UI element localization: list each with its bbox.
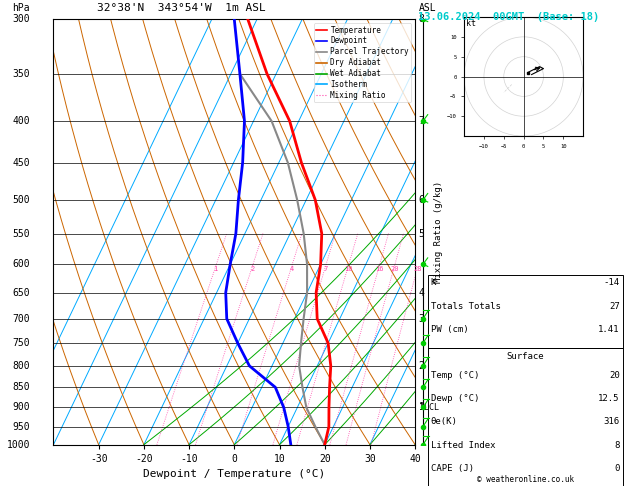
Text: 2: 2 [250,266,255,272]
Text: Mixing Ratio (g/kg): Mixing Ratio (g/kg) [434,181,443,283]
Text: 8: 8 [615,441,620,450]
Text: kt: kt [467,19,477,28]
Text: θe(K): θe(K) [431,417,458,427]
Text: 7: 7 [419,116,425,126]
Text: 316: 316 [604,417,620,427]
Text: 13.06.2024  00GMT  (Base: 18): 13.06.2024 00GMT (Base: 18) [418,12,599,22]
Text: Dewp (°C): Dewp (°C) [431,394,479,403]
Bar [428,348,623,486]
Text: 600: 600 [13,259,30,269]
Text: 1.41: 1.41 [598,325,620,334]
Text: 300: 300 [13,15,30,24]
Text: km
ASL: km ASL [419,0,437,13]
Text: Lifted Index: Lifted Index [431,441,495,450]
Text: 350: 350 [13,69,30,79]
Text: 20: 20 [390,266,399,272]
Text: 4: 4 [289,266,294,272]
Text: 2: 2 [419,361,425,371]
Text: 5: 5 [419,228,425,239]
Text: 8: 8 [419,15,425,24]
Text: 12.5: 12.5 [598,394,620,403]
Text: 1LCL: 1LCL [419,403,439,412]
Text: 850: 850 [13,382,30,392]
Text: 750: 750 [13,338,30,348]
Text: 6: 6 [419,195,425,205]
Text: 28: 28 [414,266,422,272]
Text: 0: 0 [615,464,620,473]
X-axis label: Dewpoint / Temperature (°C): Dewpoint / Temperature (°C) [143,469,325,479]
Text: Totals Totals: Totals Totals [431,302,501,311]
Text: 950: 950 [13,421,30,432]
Text: Surface: Surface [506,352,544,362]
Text: PW (cm): PW (cm) [431,325,469,334]
Legend: Temperature, Dewpoint, Parcel Trajectory, Dry Adiabat, Wet Adiabat, Isotherm, Mi: Temperature, Dewpoint, Parcel Trajectory… [314,23,411,102]
Text: 32°38'N  343°54'W  1m ASL: 32°38'N 343°54'W 1m ASL [97,3,265,13]
Text: 550: 550 [13,228,30,239]
Text: 1000: 1000 [6,440,30,450]
Text: 16: 16 [375,266,384,272]
Text: hPa: hPa [13,3,30,13]
Text: 20: 20 [609,371,620,380]
Text: 450: 450 [13,157,30,168]
Text: 7: 7 [323,266,328,272]
Text: 1: 1 [419,402,425,413]
Text: 500: 500 [13,195,30,205]
Text: 800: 800 [13,361,30,371]
Text: 400: 400 [13,116,30,126]
Text: 650: 650 [13,288,30,297]
Text: Temp (°C): Temp (°C) [431,371,479,380]
Text: 700: 700 [13,313,30,324]
Text: 900: 900 [13,402,30,413]
Text: 4: 4 [419,288,425,297]
Bar [428,275,623,348]
Text: K: K [431,278,436,288]
Text: 3: 3 [419,313,425,324]
Text: -14: -14 [604,278,620,288]
Text: © weatheronline.co.uk: © weatheronline.co.uk [477,474,574,484]
Text: CAPE (J): CAPE (J) [431,464,474,473]
Text: 1: 1 [214,266,218,272]
Text: 10: 10 [344,266,352,272]
Text: 27: 27 [609,302,620,311]
